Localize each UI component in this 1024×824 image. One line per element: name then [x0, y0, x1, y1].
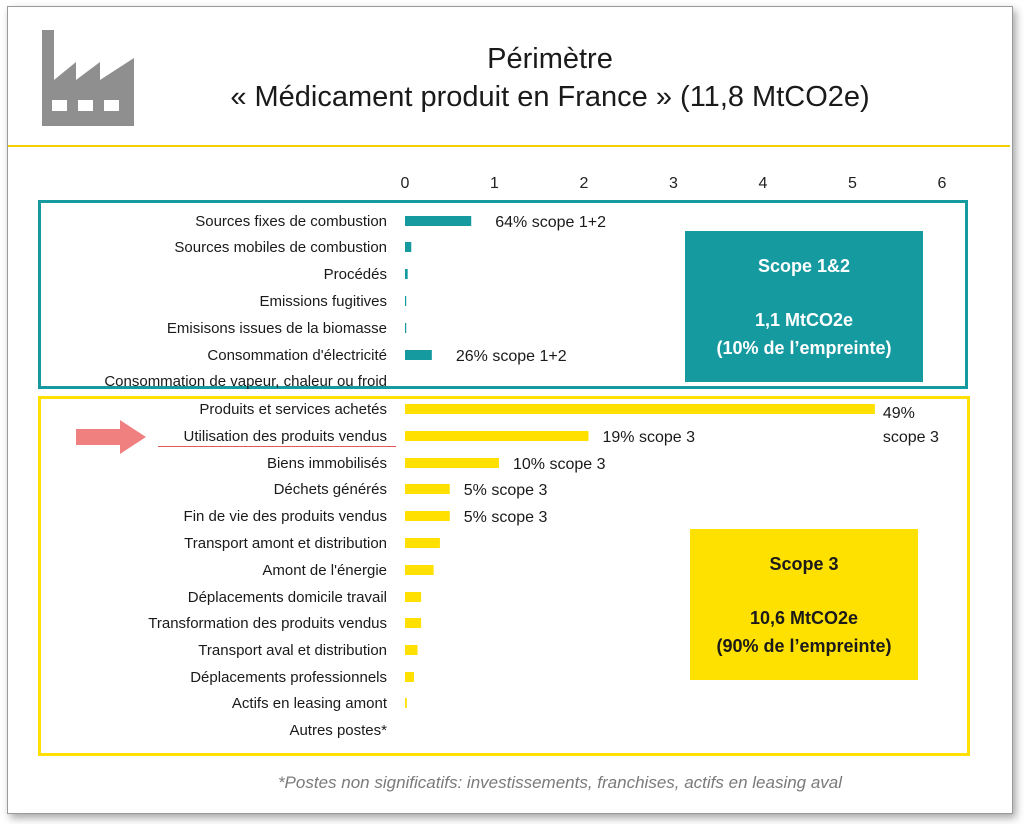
data-label: 5% scope 3 — [464, 482, 548, 499]
scope3-value: 10,6 MtCO2e — [749, 607, 859, 628]
x-tick-label: 0 — [401, 175, 410, 192]
x-tick-label: 5 — [848, 175, 857, 192]
category-label: Transport amont et distribution — [184, 535, 387, 552]
category-label: Actifs en leasing amont — [232, 695, 388, 712]
bar — [405, 672, 414, 682]
factory-icon — [42, 30, 134, 126]
bar — [405, 511, 450, 521]
category-label: Emissions fugitives — [259, 293, 387, 310]
data-label: 49% — [883, 405, 915, 422]
footnote: *Postes non significatifs: investissemen… — [277, 773, 843, 792]
scope12-title: Scope 1&2 — [757, 255, 851, 276]
bar — [405, 242, 412, 252]
bar — [405, 269, 408, 279]
title-line-2: « Médicament produit en France » (11,8 M… — [230, 81, 870, 113]
x-tick-label: 4 — [759, 175, 768, 192]
scope12-share: (10% de l’empreinte) — [716, 337, 892, 358]
highlight-underline — [158, 446, 396, 447]
category-label: Autres postes* — [289, 722, 387, 739]
bar — [405, 350, 432, 360]
data-label: 19% scope 3 — [602, 429, 695, 446]
x-tick-label: 1 — [490, 175, 499, 192]
data-label: 64% scope 1+2 — [495, 214, 606, 231]
category-label: Consommation d'électricité — [207, 347, 387, 364]
bar — [405, 431, 589, 441]
bar — [405, 296, 407, 306]
bar — [405, 216, 472, 226]
scope12-value: 1,1 MtCO2e — [754, 309, 854, 330]
page-title: Périmètre « Médicament produit en France… — [120, 40, 980, 116]
bar — [405, 565, 434, 575]
data-label: 5% scope 3 — [464, 509, 548, 526]
title-line-1: Périmètre — [487, 43, 613, 75]
category-label: Sources mobiles de combustion — [174, 239, 387, 256]
bar — [405, 618, 422, 628]
category-label: Emisisons issues de la biomasse — [167, 320, 387, 337]
category-label: Sources fixes de combustion — [195, 213, 387, 230]
category-label: Déchets générés — [274, 481, 387, 498]
category-label: Déplacements professionnels — [190, 669, 387, 686]
bar — [405, 484, 450, 494]
scope12-panel: Scope 1&2 1,1 MtCO2e (10% de l’empreinte… — [685, 231, 923, 382]
title-divider — [8, 145, 1010, 147]
bar — [405, 404, 875, 414]
data-label: scope 3 — [883, 429, 939, 446]
bar — [405, 538, 440, 548]
category-label: Amont de l'énergie — [262, 562, 387, 579]
category-label: Transport aval et distribution — [198, 642, 387, 659]
category-label: Biens immobilisés — [267, 455, 387, 472]
bar — [405, 645, 418, 655]
data-label: 10% scope 3 — [513, 456, 606, 473]
category-label-highlighted: Utilisation des produits vendus — [184, 428, 387, 445]
scope3-frame — [38, 396, 970, 756]
x-tick-label: 2 — [580, 175, 589, 192]
category-label: Produits et services achetés — [199, 401, 387, 418]
scope3-title: Scope 3 — [769, 553, 839, 574]
bar — [405, 323, 407, 333]
category-label: Transformation des produits vendus — [148, 615, 387, 632]
scope3-share: (90% de l’empreinte) — [716, 635, 892, 656]
category-label: Procédés — [324, 266, 387, 283]
category-label: Fin de vie des produits vendus — [184, 508, 387, 525]
scope12-frame — [38, 200, 968, 389]
scope3-panel: Scope 3 10,6 MtCO2e (90% de l’empreinte) — [690, 529, 918, 680]
bar — [405, 458, 499, 468]
bar — [405, 592, 422, 602]
x-tick-label: 6 — [938, 175, 947, 192]
data-label: 26% scope 1+2 — [456, 348, 567, 365]
bar — [405, 698, 407, 708]
category-label: Consommation de vapeur, chaleur ou froid — [104, 373, 387, 390]
arrow-right-icon — [76, 420, 146, 454]
category-label: Déplacements domicile travail — [188, 589, 387, 606]
x-tick-label: 3 — [669, 175, 678, 192]
